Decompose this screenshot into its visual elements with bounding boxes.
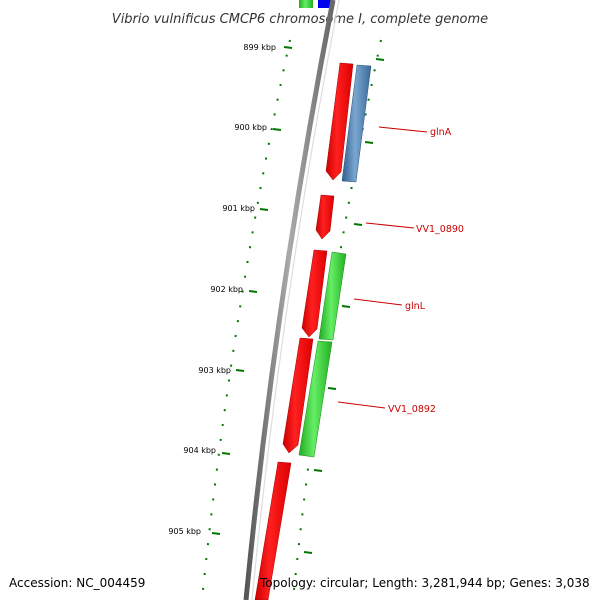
gene-label-VV1_0892: VV1_0892 bbox=[388, 404, 436, 415]
kbp-label-904: 904 kbp bbox=[183, 446, 216, 455]
map-title: Vibrio vulnificus CMCP6 chromosome I, co… bbox=[112, 12, 488, 27]
cds-reverse-glnA bbox=[341, 64, 372, 183]
cds-reverse-glnL bbox=[318, 251, 347, 341]
gene-label-leaders bbox=[337, 126, 428, 409]
kbp-label-901: 901 kbp bbox=[222, 204, 255, 213]
topology-text: Topology: circular; Length: 3,281,944 bp… bbox=[259, 576, 590, 590]
cds-forward-VV1_0892-region bbox=[282, 337, 314, 454]
kbp-label-905: 905 kbp bbox=[168, 527, 201, 536]
gene-label-glnL: glnL bbox=[405, 301, 426, 312]
kbp-label-902: 902 kbp bbox=[210, 285, 243, 294]
major-ticks-outer bbox=[303, 58, 385, 554]
top-blue-feature bbox=[318, 0, 332, 8]
cds-forward-VV1_0890 bbox=[315, 194, 335, 240]
cds-forward-glnA-region bbox=[325, 62, 354, 181]
outer-tick-ring bbox=[293, 39, 382, 591]
gene-label-VV1_0890: VV1_0890 bbox=[416, 224, 464, 235]
kbp-label-903: 903 kbp bbox=[198, 366, 231, 375]
accession-text: Accession: NC_004459 bbox=[9, 576, 145, 590]
chromosome-backbone bbox=[243, 0, 336, 600]
major-ticks-inner bbox=[211, 46, 293, 535]
cds-forward-glnL-region bbox=[301, 249, 328, 338]
backbone-highlight bbox=[251, 0, 340, 600]
kbp-label-900: 900 kbp bbox=[234, 123, 267, 132]
inner-tick-ring bbox=[202, 39, 291, 591]
cds-forward-lower bbox=[254, 461, 292, 600]
kbp-label-899: 899 kbp bbox=[243, 43, 276, 52]
gene-label-glnA: glnA bbox=[430, 127, 452, 138]
top-green-feature bbox=[299, 0, 313, 8]
cds-reverse-VV1_0892 bbox=[298, 340, 333, 458]
